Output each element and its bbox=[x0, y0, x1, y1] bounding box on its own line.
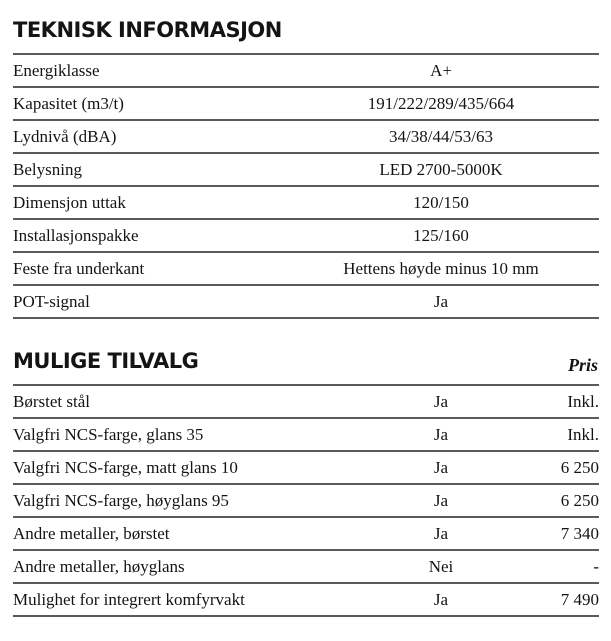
row-value: LED 2700-5000K bbox=[379, 160, 503, 179]
options-title: MULIGE TILVALG bbox=[13, 349, 199, 373]
option-price: 7 490 bbox=[560, 590, 599, 609]
option-price: Inkl. bbox=[567, 425, 599, 444]
row-label: Feste fra underkant bbox=[13, 259, 145, 278]
technical-info-title: TEKNISK INFORMASJON bbox=[13, 18, 282, 42]
table-row: POT-signal Ja bbox=[13, 284, 599, 317]
table-row: Valgfri NCS-farge, matt glans 10 Ja 6 250 bbox=[13, 450, 599, 483]
row-value: Hettens høyde minus 10 mm bbox=[343, 259, 539, 278]
row-label: Energiklasse bbox=[13, 61, 100, 80]
option-availability: Ja bbox=[433, 392, 449, 411]
option-label: Andre metaller, børstet bbox=[13, 524, 170, 543]
row-value: 125/160 bbox=[413, 226, 469, 245]
option-label: Børstet stål bbox=[13, 392, 90, 411]
divider bbox=[13, 615, 599, 617]
table-row: Dimensjon uttak 120/150 bbox=[13, 185, 599, 218]
table-row: Børstet stål Ja Inkl. bbox=[13, 384, 599, 417]
option-label: Valgfri NCS-farge, glans 35 bbox=[13, 425, 204, 444]
table-row: Valgfri NCS-farge, høyglans 95 Ja 6 250 bbox=[13, 483, 599, 516]
option-label: Valgfri NCS-farge, matt glans 10 bbox=[13, 458, 238, 477]
option-price: 6 250 bbox=[560, 458, 599, 477]
option-availability: Ja bbox=[433, 491, 449, 510]
row-value: A+ bbox=[430, 61, 452, 80]
table-row: Andre metaller, børstet Ja 7 340 bbox=[13, 516, 599, 549]
option-price: 7 340 bbox=[560, 524, 599, 543]
row-value: 120/150 bbox=[413, 193, 469, 212]
option-availability: Ja bbox=[433, 590, 449, 609]
option-price: Inkl. bbox=[567, 392, 599, 411]
option-label: Mulighet for integrert komfyrvakt bbox=[13, 590, 245, 609]
row-label: Installasjonspakke bbox=[13, 226, 139, 245]
option-availability: Nei bbox=[428, 557, 454, 576]
row-label: POT-signal bbox=[13, 292, 90, 311]
option-label: Valgfri NCS-farge, høyglans 95 bbox=[13, 491, 229, 510]
table-row: Lydnivå (dBA) 34/38/44/53/63 bbox=[13, 119, 599, 152]
row-label: Lydnivå (dBA) bbox=[13, 127, 117, 146]
table-row: Kapasitet (m3/t) 191/222/289/435/664 bbox=[13, 86, 599, 119]
row-value: Ja bbox=[433, 292, 449, 311]
table-row: Andre metaller, høyglans Nei - bbox=[13, 549, 599, 582]
table-row: Energiklasse A+ bbox=[13, 53, 599, 86]
table-row: Belysning LED 2700-5000K bbox=[13, 152, 599, 185]
row-value: 34/38/44/53/63 bbox=[389, 127, 493, 146]
option-availability: Ja bbox=[433, 458, 449, 477]
row-label: Kapasitet (m3/t) bbox=[13, 94, 124, 113]
table-row: Valgfri NCS-farge, glans 35 Ja Inkl. bbox=[13, 417, 599, 450]
row-label: Dimensjon uttak bbox=[13, 193, 126, 212]
row-label: Belysning bbox=[13, 160, 82, 179]
technical-info-table: Energiklasse A+ Kapasitet (m3/t) 191/222/28… bbox=[13, 53, 599, 319]
table-row: Mulighet for integrert komfyrvakt Ja 7 490 bbox=[13, 582, 599, 615]
option-availability: Ja bbox=[433, 425, 449, 444]
option-label: Andre metaller, høyglans bbox=[13, 557, 185, 576]
option-price: 6 250 bbox=[560, 491, 599, 510]
table-row: Installasjonspakke 125/160 bbox=[13, 218, 599, 251]
price-header: Pris bbox=[567, 355, 598, 375]
options-table: Børstet stål Ja Inkl. Valgfri NCS-farge, gl… bbox=[13, 384, 599, 617]
divider bbox=[13, 317, 599, 319]
option-availability: Ja bbox=[433, 524, 449, 543]
option-price: - bbox=[593, 557, 599, 576]
table-row: Feste fra underkant Hettens høyde minus 1… bbox=[13, 251, 599, 284]
row-value: 191/222/289/435/664 bbox=[367, 94, 515, 113]
